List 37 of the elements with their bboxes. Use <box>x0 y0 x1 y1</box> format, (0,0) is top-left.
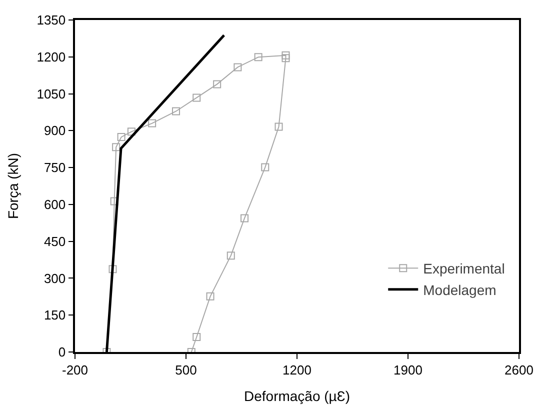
point <box>192 333 201 341</box>
point <box>282 54 290 62</box>
point <box>172 107 180 116</box>
point <box>108 265 117 274</box>
point <box>192 94 201 102</box>
point <box>112 143 120 152</box>
y-axis-title: Força (kN) <box>4 152 21 220</box>
point <box>282 51 290 60</box>
point <box>254 53 262 62</box>
y-tick-label: 750 <box>44 160 66 176</box>
y-tick-label: 1200 <box>36 49 66 64</box>
x-tick-label: 1200 <box>282 362 312 378</box>
legend-label: Experimental <box>423 260 505 277</box>
point <box>274 122 283 131</box>
x-tick-label: 2600 <box>504 362 534 378</box>
y-tick-label: 1350 <box>36 12 66 28</box>
point <box>213 80 222 88</box>
x-axis-title: Deformação (µƐ) <box>244 388 350 404</box>
y-tick-label: 1050 <box>36 86 66 102</box>
point <box>226 252 235 260</box>
y-tick-label: 300 <box>44 270 66 286</box>
point <box>148 119 156 128</box>
x-tick-label: -200 <box>62 362 88 378</box>
point <box>261 163 270 172</box>
x-tick-label: 1900 <box>394 362 422 378</box>
y-tick-label: 0 <box>58 344 66 360</box>
y-tick-label: 600 <box>44 196 66 212</box>
y-tick-label: 450 <box>44 234 66 249</box>
point <box>240 214 249 222</box>
y-tick-label: 900 <box>44 123 66 138</box>
point <box>127 128 136 136</box>
legend-label: Modelagem <box>423 282 496 298</box>
point <box>234 63 242 72</box>
point <box>206 292 214 300</box>
point <box>117 133 126 142</box>
y-tick-label: 150 <box>44 308 66 323</box>
x-tick-label: 500 <box>175 362 197 378</box>
